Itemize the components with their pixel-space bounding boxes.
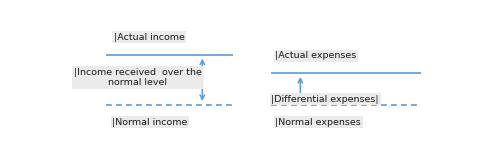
Text: |Differential expenses|: |Differential expenses| xyxy=(271,95,379,104)
Text: |Actual income: |Actual income xyxy=(114,33,185,42)
Text: |Actual expenses: |Actual expenses xyxy=(275,51,357,60)
Text: |Income received  over the
normal level: |Income received over the normal level xyxy=(73,68,201,87)
Text: |Normal expenses: |Normal expenses xyxy=(275,118,361,127)
Text: |Normal income: |Normal income xyxy=(112,118,187,127)
